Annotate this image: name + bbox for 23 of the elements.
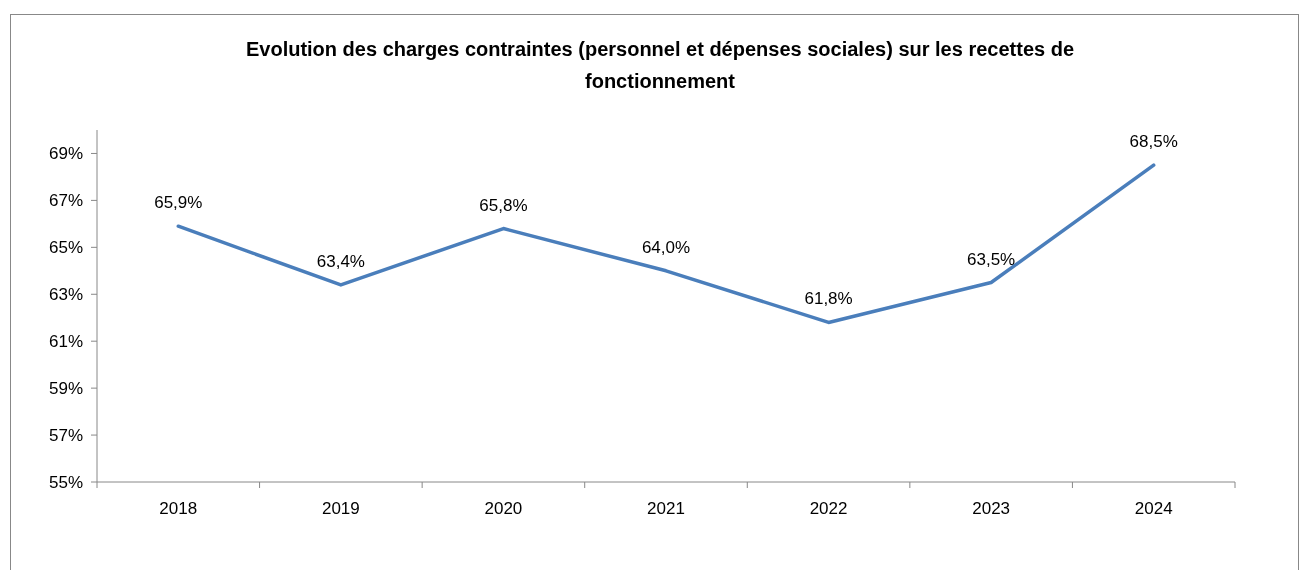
data-label: 63,5% (967, 249, 1016, 269)
chart-title: Evolution des charges contraintes (personnel et dépenses sociales) sur les recettes de fonctionnement (245, 38, 1075, 92)
x-tick-label: 2018 (159, 499, 198, 518)
x-tick-label: 2022 (809, 499, 848, 518)
data-label: 68,5% (1129, 132, 1178, 152)
data-label: 61,8% (804, 289, 853, 309)
x-tick-label: 2020 (484, 499, 523, 518)
y-tick-label: 57% (48, 426, 83, 446)
y-tick-label: 65% (48, 238, 83, 258)
data-label: 65,8% (479, 195, 528, 215)
y-tick-label: 69% (48, 144, 83, 164)
y-tick-label: 63% (48, 285, 83, 305)
x-tick-label: 2021 (647, 499, 685, 518)
y-tick-label: 59% (48, 379, 83, 399)
data-label: 64,0% (641, 237, 691, 257)
x-tick-label: 2023 (972, 499, 1011, 518)
y-tick-label: 67% (48, 191, 83, 211)
x-tick-label: 2024 (1134, 499, 1173, 518)
data-label: 65,9% (154, 193, 203, 213)
y-tick-label: 55% (48, 472, 83, 492)
data-label: 63,4% (316, 251, 365, 271)
y-tick-label: 61% (48, 332, 83, 352)
x-tick-label: 2019 (321, 499, 360, 518)
